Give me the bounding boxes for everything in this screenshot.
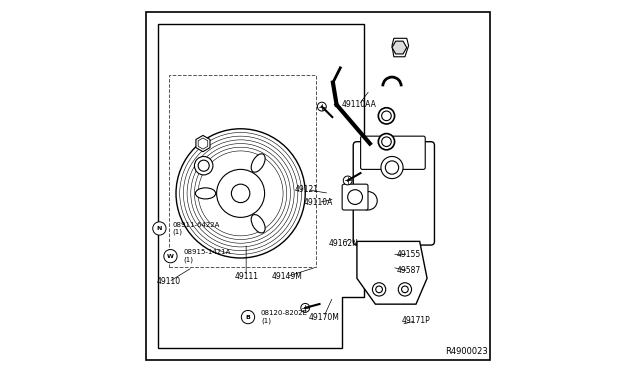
Circle shape xyxy=(398,283,412,296)
Circle shape xyxy=(153,222,166,235)
Text: 49110: 49110 xyxy=(157,278,180,286)
Text: 49587: 49587 xyxy=(397,266,420,275)
Ellipse shape xyxy=(195,188,216,199)
Text: W: W xyxy=(167,254,174,259)
Circle shape xyxy=(372,283,386,296)
Circle shape xyxy=(378,108,395,124)
Text: 49121: 49121 xyxy=(295,185,319,194)
Text: 49162N: 49162N xyxy=(329,239,359,248)
Polygon shape xyxy=(357,241,427,304)
FancyBboxPatch shape xyxy=(342,184,368,210)
Bar xyxy=(168,75,316,267)
Circle shape xyxy=(359,192,377,210)
FancyBboxPatch shape xyxy=(353,142,435,245)
Text: R4900023: R4900023 xyxy=(445,347,488,356)
Polygon shape xyxy=(392,38,408,57)
Text: 08911-6422A
(1): 08911-6422A (1) xyxy=(172,222,220,235)
Text: B: B xyxy=(246,315,250,320)
Circle shape xyxy=(385,161,399,174)
Ellipse shape xyxy=(251,154,265,172)
Circle shape xyxy=(232,184,250,203)
Circle shape xyxy=(381,157,403,179)
Circle shape xyxy=(317,102,326,111)
Ellipse shape xyxy=(251,215,265,233)
Text: 49111: 49111 xyxy=(234,272,258,281)
Circle shape xyxy=(301,304,310,312)
Circle shape xyxy=(164,250,177,263)
Text: 49171P: 49171P xyxy=(402,316,430,325)
Text: 49155: 49155 xyxy=(397,250,420,259)
FancyBboxPatch shape xyxy=(360,136,425,169)
Text: 08915-1421A
(1): 08915-1421A (1) xyxy=(184,249,231,263)
Circle shape xyxy=(343,176,352,185)
Circle shape xyxy=(195,157,213,175)
Polygon shape xyxy=(198,138,208,149)
Text: 49170M: 49170M xyxy=(308,312,339,321)
Circle shape xyxy=(401,286,408,293)
Text: 49110AA: 49110AA xyxy=(341,100,376,109)
Circle shape xyxy=(381,137,391,147)
Circle shape xyxy=(241,310,255,324)
Text: 49110A: 49110A xyxy=(303,198,333,207)
Circle shape xyxy=(348,190,362,205)
Circle shape xyxy=(376,286,382,293)
Polygon shape xyxy=(392,41,407,54)
Circle shape xyxy=(216,169,264,217)
Text: 49149M: 49149M xyxy=(271,272,302,281)
Polygon shape xyxy=(196,135,210,152)
Text: 08120-8202E
(1): 08120-8202E (1) xyxy=(261,310,308,324)
Circle shape xyxy=(378,134,395,150)
Circle shape xyxy=(198,160,209,171)
Text: N: N xyxy=(157,226,162,231)
Circle shape xyxy=(176,129,305,258)
Circle shape xyxy=(381,111,391,121)
